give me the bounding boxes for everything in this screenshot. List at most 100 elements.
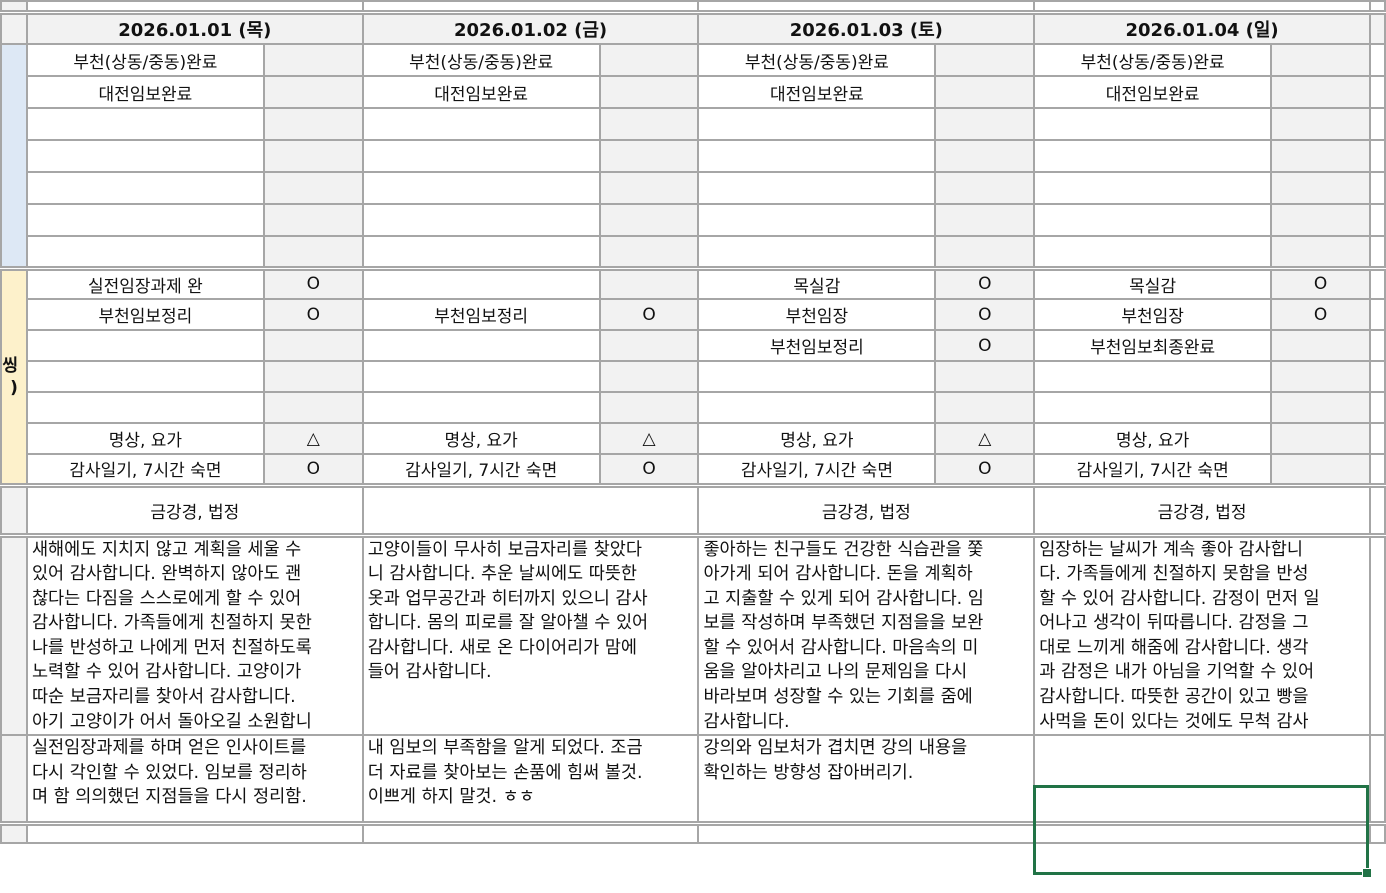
cell[interactable] — [1368, 734, 1386, 825]
study-mark[interactable] — [598, 43, 700, 77]
reading-cell[interactable]: 금강경, 법정 — [1033, 482, 1371, 536]
daily-item[interactable]: 목실감 — [697, 265, 937, 300]
cell[interactable] — [1368, 360, 1386, 393]
study-mark[interactable] — [262, 171, 364, 205]
cell[interactable] — [25, 0, 364, 13]
daily-mark[interactable] — [1270, 391, 1371, 424]
cell[interactable] — [1368, 107, 1386, 141]
daily-mark[interactable]: O — [598, 453, 700, 486]
row-header-cell[interactable] — [0, 820, 28, 845]
cell[interactable] — [1368, 43, 1386, 77]
cell[interactable] — [1368, 203, 1386, 237]
study-item[interactable]: 대전임보완료 — [25, 75, 265, 109]
study-item[interactable] — [25, 203, 265, 237]
study-item[interactable] — [361, 171, 601, 205]
study-mark[interactable] — [934, 235, 1036, 269]
daily-mark[interactable] — [598, 391, 700, 424]
study-item[interactable] — [697, 107, 937, 141]
daily-item[interactable]: 감사일기, 7시간 숙면 — [25, 453, 265, 486]
daily-item[interactable]: 부천임장 — [1033, 298, 1273, 331]
study-mark[interactable] — [934, 171, 1036, 205]
cell[interactable] — [1368, 75, 1386, 109]
row-header-cell[interactable] — [0, 9, 28, 45]
cell[interactable] — [1368, 329, 1386, 362]
study-item[interactable] — [1033, 203, 1273, 237]
daily-item[interactable]: 감사일기, 7시간 숙면 — [1033, 453, 1273, 486]
cell[interactable] — [1368, 235, 1386, 269]
daily-mark[interactable] — [262, 329, 364, 362]
daily-item[interactable] — [1033, 360, 1273, 393]
daily-item[interactable] — [697, 391, 937, 424]
cell[interactable] — [697, 820, 1036, 845]
cell[interactable] — [1368, 9, 1386, 45]
study-item[interactable] — [1033, 235, 1273, 269]
study-item[interactable]: 대전임보완료 — [1033, 75, 1273, 109]
study-item[interactable] — [1033, 139, 1273, 173]
daily-mark[interactable] — [1270, 360, 1371, 393]
study-item[interactable] — [1033, 171, 1273, 205]
daily-item[interactable]: 감사일기, 7시간 숙면 — [361, 453, 601, 486]
cell[interactable] — [1368, 482, 1386, 536]
study-mark[interactable] — [262, 203, 364, 237]
daily-mark[interactable] — [598, 329, 700, 362]
study-item[interactable]: 부천(상동/중동)완료 — [361, 43, 601, 77]
study-item[interactable]: 대전임보완료 — [361, 75, 601, 109]
study-mark[interactable] — [1270, 203, 1371, 237]
study-mark[interactable] — [1270, 235, 1371, 269]
daily-item[interactable] — [1033, 391, 1273, 424]
daily-item[interactable] — [697, 360, 937, 393]
study-item[interactable]: 부천(상동/중동)완료 — [697, 43, 937, 77]
study-mark[interactable] — [598, 107, 700, 141]
daily-item[interactable] — [361, 329, 601, 362]
cell[interactable] — [361, 0, 700, 13]
daily-item[interactable]: 목실감 — [1033, 265, 1273, 300]
cell[interactable] — [1368, 422, 1386, 455]
daily-item[interactable] — [25, 329, 265, 362]
study-mark[interactable] — [934, 139, 1036, 173]
study-mark[interactable] — [262, 75, 364, 109]
study-item[interactable] — [697, 139, 937, 173]
daily-item[interactable]: 부천임보정리 — [697, 329, 937, 362]
study-item[interactable] — [1033, 107, 1273, 141]
study-item[interactable] — [697, 171, 937, 205]
daily-mark[interactable] — [262, 391, 364, 424]
row-header-cell[interactable] — [0, 0, 28, 13]
study-mark[interactable] — [598, 75, 700, 109]
cell[interactable] — [1033, 0, 1371, 13]
gratitude-cell[interactable]: 고양이들이 무사히 보금자리를 찾았다 니 감사합니다. 추운 날씨에도 따뜻한 옷… — [361, 532, 700, 737]
study-mark[interactable] — [598, 235, 700, 269]
date-header[interactable]: 2026.01.01 (목) — [25, 9, 364, 45]
daily-item[interactable]: 부천임보최종완료 — [1033, 329, 1273, 362]
daily-item[interactable]: 명상, 요가 — [25, 422, 265, 455]
reflection-cell[interactable]: 실전임장과제를 하며 얻은 인사이트를 다시 각인할 수 있었다. 임보를 정리하… — [25, 734, 364, 825]
study-mark[interactable] — [934, 75, 1036, 109]
daily-mark[interactable]: O — [1270, 265, 1371, 300]
reading-cell[interactable]: 금강경, 법정 — [25, 482, 364, 536]
fill-handle[interactable] — [1362, 868, 1372, 878]
daily-item[interactable] — [25, 391, 265, 424]
reading-cell[interactable] — [361, 482, 700, 536]
row-header-reflection[interactable] — [0, 734, 28, 825]
daily-item[interactable] — [361, 360, 601, 393]
study-mark[interactable] — [1270, 43, 1371, 77]
daily-item[interactable] — [361, 391, 601, 424]
study-item[interactable] — [361, 203, 601, 237]
cell[interactable] — [1368, 265, 1386, 300]
daily-mark[interactable] — [598, 265, 700, 300]
study-mark[interactable] — [598, 139, 700, 173]
daily-item[interactable]: 명상, 요가 — [1033, 422, 1273, 455]
row-header-study[interactable] — [0, 43, 28, 269]
daily-mark[interactable]: O — [934, 453, 1036, 486]
study-item[interactable]: 대전임보완료 — [697, 75, 937, 109]
cell[interactable] — [1368, 532, 1386, 737]
study-item[interactable] — [25, 107, 265, 141]
daily-mark[interactable]: O — [1270, 298, 1371, 331]
spreadsheet-grid[interactable]: 2026.01.01 (목) 2026.01.02 (금) 2026.01.03 (… — [0, 0, 1386, 845]
study-item[interactable]: 부천(상동/중동)완료 — [1033, 43, 1273, 77]
gratitude-cell[interactable]: 좋아하는 친구들도 건강한 식습관을 쫓 아가게 되어 감사합니다. 돈을 계획하… — [697, 532, 1036, 737]
cell[interactable] — [1368, 298, 1386, 331]
daily-item[interactable] — [25, 360, 265, 393]
daily-mark[interactable] — [1270, 329, 1371, 362]
gratitude-cell[interactable]: 임장하는 날씨가 계속 좋아 감사합니 다. 가족들에게 친절하지 못함을 반성 할… — [1033, 532, 1371, 737]
date-header[interactable]: 2026.01.02 (금) — [361, 9, 700, 45]
